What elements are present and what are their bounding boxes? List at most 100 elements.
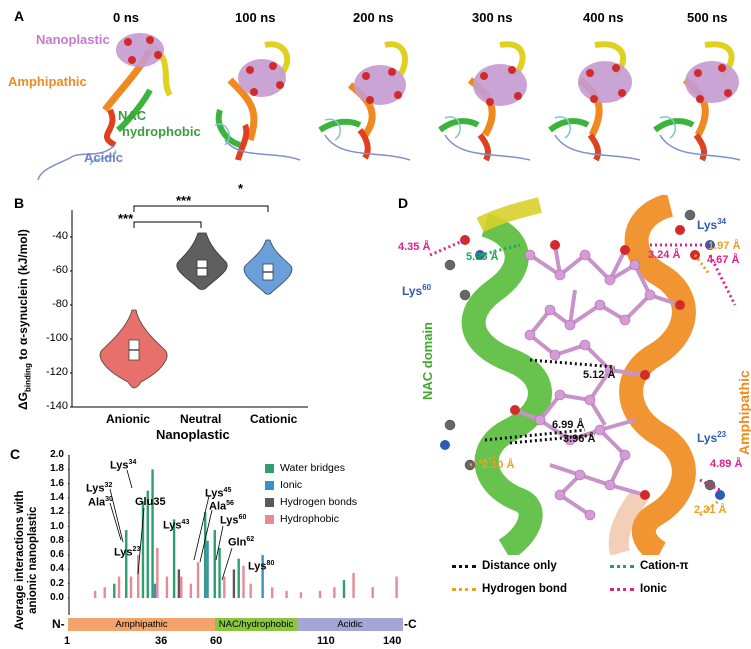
dist-3-24: 3.24 Å: [648, 249, 681, 261]
legend-distance-only: Distance only: [452, 560, 557, 572]
res-lys34: Lys34: [110, 459, 137, 472]
dist-4-67: 4.67 Å: [707, 254, 740, 266]
ytick-c-10: 0.0: [50, 592, 64, 603]
res-lys23: Lys23: [114, 546, 141, 559]
panel-b-violin-chart: [70, 205, 308, 408]
amphipathic-label: Amphipathic: [8, 74, 87, 89]
ytick-b-5: -140: [45, 400, 68, 412]
timepoint-500: 500 ns: [687, 10, 728, 25]
res-lys60: Lys60: [220, 514, 247, 527]
dist-1-97: 1.97 Å: [708, 240, 741, 252]
dist-5-95: 5.95 Å: [466, 251, 499, 263]
dist-5-12: 5.12 Å: [583, 369, 616, 381]
ytick-c-5: 1.0: [50, 520, 64, 532]
timepoint-100: 100 ns: [235, 10, 276, 25]
bar-residue-30: [299, 592, 303, 598]
bar-residue-0: [93, 590, 97, 598]
legend-hydrogen-bonds: Hydrogen bonds: [265, 496, 357, 508]
legend-ionic: Ionic: [265, 479, 357, 491]
sig-anionic-neutral: ***: [118, 211, 134, 226]
panel-b-letter: B: [14, 195, 25, 211]
panel-d-letter: D: [398, 195, 409, 211]
bar-residue-12: [165, 576, 169, 598]
xcat-neutral: Neutral: [180, 412, 222, 426]
bar-residue-4: [125, 530, 128, 598]
bar-residue-2: [113, 583, 116, 598]
xtick-60: 60: [210, 635, 223, 647]
bar-residue-13: [172, 519, 176, 598]
bar-residue-24: [237, 558, 240, 598]
xcat-anionic: Anionic: [106, 412, 150, 426]
hydrogen-bond-swatch: [452, 587, 476, 591]
dist-2-10: 2.10 Å: [482, 459, 515, 471]
bar-residue-18: [204, 512, 207, 598]
bar-residue-21: [218, 547, 221, 598]
bar-residue-11: [156, 547, 159, 598]
dist-4-35: 4.35 Å: [398, 241, 431, 253]
ytick-c-0: 2.0: [50, 449, 64, 460]
panel-c-bar-chart: [68, 455, 398, 615]
bar-residue-1: [103, 587, 106, 598]
n-terminus-label: N-: [52, 617, 65, 631]
region-amphipathic: Amphipathic: [68, 618, 215, 631]
ytick-c-2: 1.6: [50, 477, 64, 489]
panel-c-letter: C: [10, 446, 21, 462]
bar-residue-23: [232, 569, 236, 598]
xtick-36: 36: [155, 635, 168, 647]
panel-c-legend: Water bridges Ionic Hydrogen bonds Hydro…: [265, 462, 357, 525]
ytick-b-4: -120: [45, 366, 68, 378]
bar-residue-32: [333, 587, 336, 598]
ionic-swatch: [265, 480, 274, 490]
dist-6-99: 6.99 Å: [552, 419, 585, 431]
structure-0ns: [37, 33, 173, 181]
ytick-c-7: 0.6: [50, 549, 64, 561]
region-acidic: Acidic: [297, 618, 403, 631]
timepoint-200: 200 ns: [353, 10, 394, 25]
xtick-110: 110: [317, 635, 335, 647]
timepoint-400: 400 ns: [583, 10, 624, 25]
res-glu35: Glu35: [135, 496, 166, 508]
ytick-b-3: -100: [45, 332, 68, 344]
bar-residue-35: [371, 587, 374, 598]
dist-4-89: 4.89 Å: [710, 458, 743, 470]
nac-domain-label: NAC domain: [420, 322, 435, 400]
structure-300ns: [438, 41, 531, 162]
ytick-c-1: 1.8: [50, 463, 64, 475]
bar-residue-17: [196, 562, 200, 598]
bar-residue-25: [242, 565, 245, 598]
bar-residue-34: [352, 572, 355, 598]
bar-residue-33: [342, 580, 346, 598]
structure-500ns: [653, 41, 741, 162]
legend-ionic-d: Ionic: [610, 583, 667, 595]
bar-residue-7: [141, 501, 145, 598]
bar-residue-28: [271, 587, 274, 598]
structure-200ns: [318, 41, 411, 161]
bar-residue-10: [153, 583, 157, 598]
water-bridges-swatch: [265, 463, 274, 473]
acidic-label: Acidic: [84, 150, 124, 165]
nac-label: NAC: [118, 108, 147, 123]
xtick-140: 140: [383, 635, 402, 647]
legend-water-bridges: Water bridges: [265, 462, 357, 474]
cation-pi-swatch: [610, 564, 634, 568]
sig-neutral-cationic: *: [238, 181, 244, 196]
xtick-1: 1: [64, 635, 71, 647]
bar-residue-3: [117, 576, 121, 598]
bar-residue-5: [129, 576, 133, 598]
amphipathic-domain-label: Amphipathic: [736, 370, 751, 455]
region-nac: NAC/hydrophobic: [215, 618, 297, 631]
ytick-c-6: 0.8: [50, 534, 64, 546]
res-lys43: Lys43: [163, 519, 190, 532]
ytick-b-0: -40: [52, 230, 68, 242]
legend-hydrophobic: Hydrophobic: [265, 513, 357, 525]
ytick-b-2: -80: [52, 298, 68, 310]
dist-3-96: 3.96 Å: [563, 433, 596, 445]
structure-100ns: [214, 41, 301, 161]
res-gln62: Gln62: [228, 536, 255, 549]
ionic-d-swatch: [610, 587, 634, 591]
panel-d-structure: [410, 195, 745, 555]
bar-residue-19: [206, 540, 209, 598]
bar-residue-22: [223, 576, 226, 598]
bar-residue-15: [180, 576, 183, 598]
bar-residue-6: [137, 555, 140, 598]
